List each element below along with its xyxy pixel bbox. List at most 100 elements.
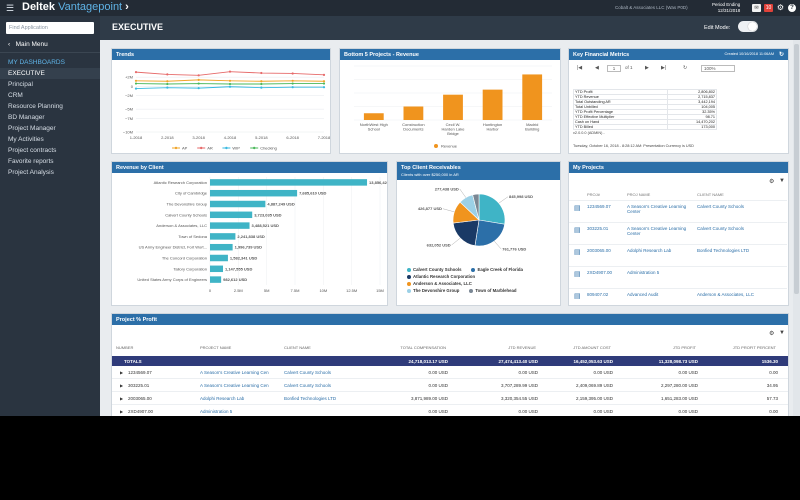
data-point[interactable] bbox=[166, 82, 169, 86]
column-header[interactable]: JTD AMOUNT COST bbox=[573, 345, 611, 350]
data-point[interactable] bbox=[260, 80, 263, 83]
period-ending[interactable]: Period Ending 12/31/2018 bbox=[712, 2, 741, 13]
column-header[interactable]: TOTAL COMPENSATION bbox=[400, 345, 446, 350]
table-row[interactable]: ▶ 303225.01 A Season's Creative Learning C… bbox=[112, 379, 788, 392]
filter-icon[interactable]: ▼ bbox=[779, 330, 785, 336]
project-name[interactable]: Adolphi Research Lab bbox=[200, 396, 245, 401]
client-name[interactable]: Bonfied Technologies LTD bbox=[697, 248, 750, 253]
bar[interactable] bbox=[210, 243, 233, 251]
last-page-icon[interactable]: ▶| bbox=[661, 65, 667, 71]
sidebar-item-favorite-reports[interactable]: Favorite reports bbox=[8, 158, 54, 165]
column-header[interactable]: PROJECT NAME bbox=[200, 345, 232, 350]
project-number[interactable]: 1234569.07 bbox=[587, 204, 611, 209]
bar[interactable] bbox=[522, 74, 543, 120]
hamburger-menu-icon[interactable]: ☰ bbox=[6, 3, 15, 13]
scrollbar-thumb[interactable] bbox=[794, 44, 799, 294]
settings-icon[interactable]: ⚙ bbox=[769, 331, 775, 337]
data-point[interactable] bbox=[197, 87, 200, 90]
data-point[interactable] bbox=[197, 74, 200, 77]
bar[interactable] bbox=[443, 94, 463, 120]
sidebar-item-bd-manager[interactable]: BD Manager bbox=[8, 114, 45, 121]
project-name[interactable]: Advanced Audit bbox=[627, 292, 659, 297]
filter-icon[interactable]: ▼ bbox=[779, 178, 785, 184]
sidebar-item-resource-planning[interactable]: Resource Planning bbox=[8, 103, 63, 110]
settings-icon[interactable]: ⚙ bbox=[769, 179, 775, 185]
help-icon[interactable]: ? bbox=[788, 4, 796, 12]
data-point[interactable] bbox=[291, 86, 294, 89]
bar[interactable] bbox=[210, 276, 222, 283]
data-point[interactable] bbox=[322, 82, 326, 85]
edit-mode-toggle[interactable] bbox=[738, 21, 758, 32]
sidebar-item-principal[interactable]: Principal bbox=[8, 81, 33, 88]
prev-page-icon[interactable]: ◀ bbox=[595, 65, 599, 71]
project-name[interactable]: A Season's Creative Learning Center bbox=[627, 204, 687, 214]
project-name[interactable]: A Season's Creative Learning Center bbox=[627, 226, 687, 236]
legend-item[interactable]: The Devonshire Group bbox=[407, 287, 459, 294]
expand-icon[interactable]: ▶ bbox=[120, 396, 124, 401]
legend-label[interactable]: AP bbox=[182, 146, 188, 151]
client-name[interactable]: Calvert County Schools bbox=[284, 383, 332, 388]
refresh-icon[interactable]: ↻ bbox=[778, 52, 784, 58]
data-point[interactable] bbox=[322, 80, 326, 83]
project-name[interactable]: Adolphi Research Lab bbox=[627, 248, 672, 253]
legend-label[interactable]: Revenue bbox=[441, 144, 458, 149]
data-point[interactable] bbox=[322, 86, 326, 89]
column-header-proj-name[interactable]: PROJ NAME bbox=[627, 192, 651, 197]
data-point[interactable] bbox=[260, 82, 263, 86]
data-point[interactable] bbox=[322, 73, 326, 76]
data-point[interactable] bbox=[197, 78, 200, 81]
client-name[interactable]: Calvert County Schools bbox=[697, 204, 745, 209]
column-header[interactable]: CLIENT NAME bbox=[284, 345, 311, 350]
project-number[interactable]: 809407.02 bbox=[587, 292, 609, 297]
find-application-input[interactable]: Find Application bbox=[6, 22, 94, 34]
refresh-report-icon[interactable]: ↻ bbox=[683, 65, 688, 71]
legend-item[interactable]: Anderson & Associates, LLC bbox=[407, 280, 472, 287]
column-header-proj[interactable]: PROJ# bbox=[587, 192, 600, 197]
client-name[interactable]: Bonfied Technologies LTD bbox=[284, 396, 337, 401]
data-point[interactable] bbox=[228, 82, 232, 86]
bar[interactable] bbox=[210, 211, 253, 219]
table-row[interactable]: ▶ 1234569.07 A Season's Creative Learning … bbox=[112, 366, 788, 379]
sidebar-item-executive[interactable]: EXECUTIVE bbox=[0, 68, 100, 79]
sidebar-item-crm[interactable]: CRM bbox=[8, 92, 23, 99]
project-name[interactable]: A Season's Creative Learning Cen bbox=[200, 383, 269, 388]
first-page-icon[interactable]: |◀ bbox=[577, 65, 583, 71]
legend-item[interactable]: Eagle Creek of Florida bbox=[471, 266, 523, 273]
next-page-icon[interactable]: ▶ bbox=[645, 65, 649, 71]
app-logo[interactable]: Deltek Vantagepoint › bbox=[22, 1, 129, 13]
sidebar-item-project-analysis[interactable]: Project Analysis bbox=[8, 169, 54, 176]
project-number[interactable]: 303225.01 bbox=[587, 226, 609, 231]
table-row[interactable]: ▶ 2XD4907.00 Administration 5 0.00 USD 0.00 … bbox=[112, 405, 788, 416]
list-item[interactable]: ▤ 1234569.07 A Season's Creative Learning … bbox=[569, 200, 787, 220]
client-name[interactable]: Calvert County Schools bbox=[697, 226, 745, 231]
data-point[interactable] bbox=[228, 85, 232, 88]
company-selector[interactable]: Cobalt & Associates LLC (Was P0D) bbox=[615, 5, 688, 10]
data-point[interactable] bbox=[291, 79, 294, 82]
pie-slice[interactable] bbox=[472, 193, 480, 221]
data-point[interactable] bbox=[228, 70, 232, 73]
legend-label[interactable]: WIP bbox=[232, 146, 240, 151]
data-point[interactable] bbox=[197, 82, 200, 85]
column-header-client-name[interactable]: CLIENT NAME bbox=[697, 192, 724, 197]
data-point[interactable] bbox=[260, 71, 263, 75]
legend-item[interactable]: Atlantic Research Corporation bbox=[407, 273, 475, 280]
column-header[interactable]: JTD REVENUE bbox=[508, 345, 536, 350]
project-name[interactable]: A Season's Creative Learning Cen bbox=[200, 370, 269, 375]
pie-slice[interactable] bbox=[478, 193, 506, 225]
zoom-select[interactable]: 100% bbox=[701, 65, 735, 72]
data-point[interactable] bbox=[134, 79, 138, 82]
sidebar-item-project-manager[interactable]: Project Manager bbox=[8, 125, 56, 132]
column-header[interactable]: JTD PROFIT PERCENT bbox=[732, 345, 776, 350]
data-point[interactable] bbox=[291, 72, 294, 75]
page-number-input[interactable]: 1 bbox=[607, 65, 621, 72]
legend-item[interactable]: Calvert County Schools bbox=[407, 266, 461, 273]
data-point[interactable] bbox=[166, 86, 169, 89]
legend-item[interactable]: Town of Marblehead bbox=[469, 287, 517, 294]
pie-slice[interactable] bbox=[452, 219, 480, 247]
bar[interactable] bbox=[482, 89, 503, 120]
legend-label[interactable]: AR bbox=[207, 146, 213, 151]
list-item[interactable]: ▤ 809407.02 Advanced Audit Anderson & Assoc… bbox=[569, 288, 787, 305]
data-point[interactable] bbox=[166, 73, 169, 76]
notification-badge[interactable]: 10 bbox=[764, 4, 773, 12]
expand-icon[interactable]: ▶ bbox=[120, 383, 124, 388]
